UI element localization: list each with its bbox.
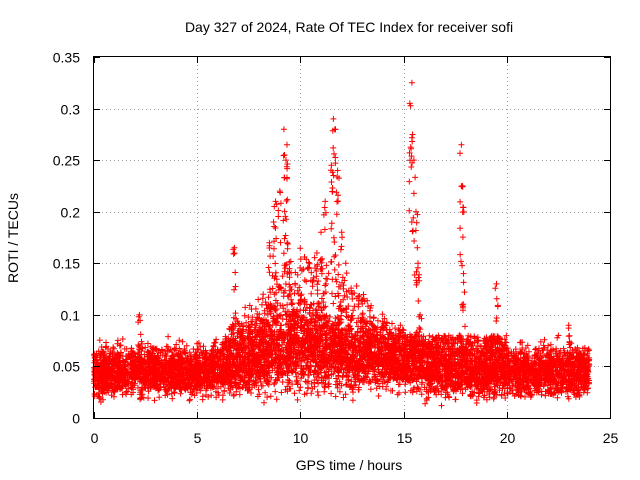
x-tick-label: 0 (91, 430, 99, 446)
chart-title: Day 327 of 2024, Rate Of TEC Index for r… (185, 19, 513, 35)
x-tick-label: 5 (194, 430, 202, 446)
y-tick-label: 0.2 (61, 205, 81, 221)
y-tick-labels: 0 0.05 0.1 0.15 0.2 0.25 0.3 0.35 (53, 50, 80, 427)
plot-frame (93, 56, 611, 419)
x-axis-label: GPS time / hours (296, 457, 403, 473)
y-tick-label: 0.05 (53, 359, 80, 375)
y-tick-label: 0.25 (53, 153, 80, 169)
x-tick-labels: 0 5 10 15 20 25 (91, 430, 619, 446)
y-tick-label: 0.1 (61, 308, 81, 324)
x-tick-label: 15 (397, 430, 413, 446)
roti-markers (91, 79, 593, 409)
y-axis-label: ROTI / TECUs (5, 193, 21, 283)
y-tick-label: 0.3 (61, 102, 81, 118)
data-points (91, 79, 593, 409)
y-tick-label: 0.15 (53, 256, 80, 272)
axis-ticks (94, 57, 611, 419)
y-tick-label: 0.35 (53, 50, 80, 66)
x-tick-label: 20 (500, 430, 516, 446)
y-tick-label: 0 (72, 411, 80, 427)
x-tick-label: 25 (603, 430, 619, 446)
x-tick-label: 10 (293, 430, 309, 446)
